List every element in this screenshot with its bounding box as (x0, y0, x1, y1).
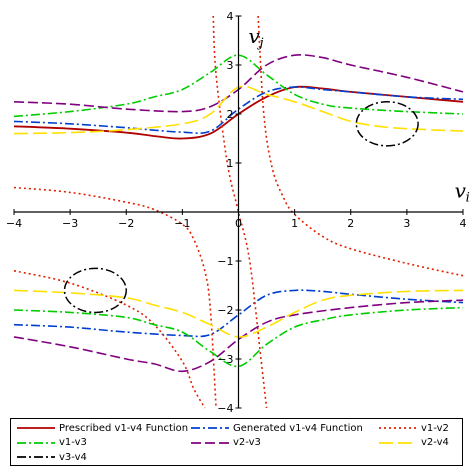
x-axis-label-subscript: i (466, 190, 470, 205)
legend-swatch (17, 441, 55, 444)
series-v2-v3-branch-1 (13, 54, 464, 113)
series-v1-v2-branch-3 (257, 15, 464, 277)
x-tick-label: 2 (347, 217, 354, 230)
series-v1-v3-branch-2 (13, 306, 464, 368)
v3-v4-ellipse-1 (355, 101, 419, 147)
legend-swatch (17, 427, 55, 429)
legend-swatch (379, 427, 417, 429)
legend-item-v1-v3: v1-v3 (17, 436, 87, 450)
y-tick-label: −2 (217, 304, 233, 317)
legend-label: v2-v4 (421, 437, 449, 448)
series-v2-v3-branch-2 (13, 299, 464, 373)
x-tick-label: 4 (460, 217, 467, 230)
legend-item-v1-v2: v1-v2 (379, 421, 449, 435)
series-v2-v4-branch-1 (13, 85, 464, 135)
legend-label: Prescribed v1-v4 Function (59, 422, 189, 434)
x-tick-label: −2 (118, 217, 134, 230)
x-tick-label: −3 (62, 217, 78, 230)
chart-plot: −4 −3 −2 −1 1 2 3 4 −4 −3 −2 −1 1 2 3 4 0 v i v j (6, 10, 470, 412)
legend-item-v3-v4: v3-v4 (17, 450, 87, 464)
annotation-layer (63, 101, 419, 314)
series-generated-v1-v4-function-branch-2 (13, 289, 464, 338)
legend-label: v2-v3 (233, 437, 261, 448)
legend-swatch (191, 441, 229, 444)
legend-swatch (379, 441, 417, 444)
series-v1-v2-branch-4 (212, 15, 268, 409)
legend-swatch (17, 456, 55, 458)
y-axis-label-subscript: j (257, 36, 264, 51)
x-tick-label: −1 (174, 217, 190, 230)
y-tick-label: 2 (227, 108, 234, 121)
y-tick-label: 1 (227, 157, 234, 170)
y-tick-label: −4 (217, 402, 233, 412)
series-v1-v2-branch-1 (13, 186, 217, 409)
legend-item-v2-v3: v2-v3 (191, 436, 261, 450)
y-tick-label: −1 (217, 255, 233, 268)
y-tick-label: 3 (227, 59, 234, 72)
legend-item-prescribed-v1-v4-function: Prescribed v1-v4 Function (17, 421, 188, 435)
x-tick-label: 1 (291, 217, 298, 230)
y-tick-label: 4 (227, 10, 234, 23)
axes-layer (14, 16, 463, 408)
v3-v4-ellipse-2 (63, 267, 127, 314)
legend: Prescribed v1-v4 Function Generated v1-v4… (10, 418, 463, 466)
y-axis-label: v (249, 24, 261, 48)
legend-label: Generated v1-v4 Function (233, 422, 363, 434)
y-tick-label: −3 (217, 353, 233, 366)
series-layer (13, 15, 464, 409)
legend-label: v1-v2 (421, 422, 449, 434)
x-tick-label: 3 (403, 217, 410, 230)
origin-tick-label: 0 (235, 217, 242, 230)
x-tick-label: −4 (6, 217, 22, 230)
series-v1-v3-branch-1 (13, 54, 464, 118)
legend-swatch (191, 427, 229, 429)
legend-label: v1-v3 (59, 437, 87, 448)
legend-item-generated-v1-v4-function: Generated v1-v4 Function (191, 421, 363, 435)
legend-item-v2-v4: v2-v4 (379, 436, 449, 450)
legend-label: v3-v4 (59, 451, 87, 463)
x-axis-label: v (455, 178, 467, 202)
tick-layer: −4 −3 −2 −1 1 2 3 4 −4 −3 −2 −1 1 2 3 4 (6, 10, 467, 412)
